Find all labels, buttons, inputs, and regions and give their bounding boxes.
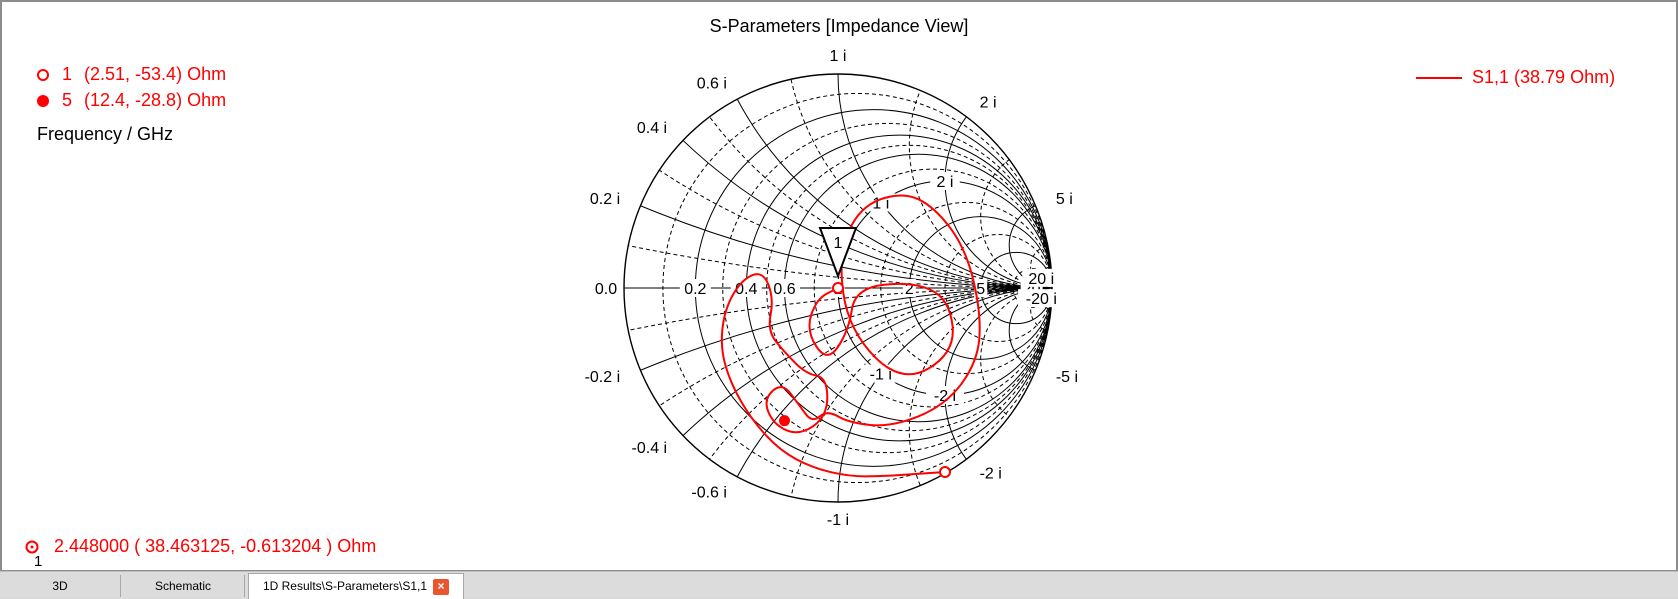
reactance-arc [624,74,1052,289]
label-background [1022,268,1061,287]
label-background [930,172,960,190]
reactance-inner-label: 1 i [872,195,889,212]
resistance-label: 0.0 [595,281,617,298]
marker-5-id: 5 [62,90,73,110]
filled-marker-icon [37,94,49,107]
resistance-label: 0.6 [773,281,795,298]
reactance-label: -0.6 i [691,485,727,502]
marker-1-id: 1 [62,64,73,84]
reactance-inner-label: 2 i [937,174,954,191]
reactance-label: 5 i [1056,191,1073,208]
smith-chart[interactable]: 0.00.20.40.6125200.2 i0.4 i0.6 i1 i2 i5 … [0,0,1678,568]
reactance-arc-minor [784,287,1052,502]
reactance-arc [944,287,1052,502]
cursor-triangle [818,227,858,279]
tab-s11-label: 1D Results\S-Parameters\S1,1 [262,579,428,593]
reactance-arc-minor [624,287,1052,502]
reactance-arc [1008,287,1052,375]
reactance-label: 1 i [830,48,847,65]
cursor-id: 1 [34,552,43,570]
reactance-label: -1 i [827,512,849,529]
marker-5-point [779,415,790,427]
marker-info-5: 5 (12.4, -28.8) Ohm [36,90,226,111]
reactance-label: 0.6 i [697,75,727,92]
marker-info-1: 1 (2.51, -53.4) Ohm [36,64,226,85]
reactance-inner-label: -1 i [870,367,892,384]
reactance-label: -2 i [980,466,1002,483]
marker-5-value: (12.4, -28.8) Ohm [84,90,227,110]
label-background [974,279,988,297]
reactance-label: 0.2 i [590,191,620,208]
reactance-arc [944,74,1052,289]
unit-circle [623,73,1053,503]
reactance-arc-minor [624,74,1052,289]
reactance-arc [837,74,1052,289]
label-background [926,386,964,404]
reactance-arc [694,287,1052,502]
legend[interactable]: S1,1 (38.79 Ohm) [1416,67,1615,88]
reactance-inner-label: -2 i [934,388,956,405]
frequency-label: Frequency / GHz [37,124,174,144]
tab-bar: 3D Schematic 1D Results\S-Parameters\S1,… [0,571,1678,599]
marker-1-point [939,466,951,479]
reactance-label: -0.2 i [585,369,621,386]
tab-3d-label: 3D [52,579,68,593]
marker-1-value: (2.51, -53.4) Ohm [84,64,227,84]
tab-schematic[interactable]: Schematic [122,575,245,597]
resistance-label: 0.4 [735,281,757,298]
s11-curve [720,194,981,478]
resistance-label: 0.2 [684,281,706,298]
reactance-arc-minor [908,74,1052,289]
label-background [1018,289,1065,308]
cursor-marker-icon [25,540,39,553]
reactance-arc-minor [980,144,1052,289]
reactance-label: 0.4 i [637,120,667,137]
reactance-arc-minor [784,74,1052,289]
reactance-arc-minor [980,287,1052,432]
reactance-label: -0.4 i [632,440,668,457]
cursor-marker: 1 [24,539,42,570]
reactance-arc [694,74,1052,289]
close-icon[interactable]: × [433,578,450,595]
label-background [679,279,711,297]
legend-line-swatch [1416,76,1462,79]
reactance-arc [1008,201,1052,289]
chart-title: S-Parameters [Impedance View] [709,16,969,36]
tab-3d[interactable]: 3D [0,575,121,597]
legend-label: S1,1 (38.79 Ohm) [1472,67,1616,87]
label-background [769,279,800,297]
reactance-label: -5 i [1056,369,1078,386]
reactance-inner-label: 20 i [1028,271,1054,288]
label-background [730,279,762,297]
open-marker-icon [37,68,49,81]
tab-schematic-label: Schematic [154,579,212,593]
cursor-value: 2.448000 ( 38.463125, -0.613204 ) Ohm [54,536,377,556]
reactance-inner-label: -20 i [1026,291,1057,308]
resistance-label: 5 [976,281,985,298]
cursor-triangle-label: 1 [834,235,843,252]
reactance-arc [624,287,1052,502]
cursor-readout: 1 2.448000 ( 38.463125, -0.613204 ) Ohm [24,536,377,570]
resistance-label: 2 [905,281,914,298]
cursor-point [832,282,844,294]
label-background [590,279,622,297]
reactance-arc [837,287,1052,502]
reactance-label: 2 i [980,94,997,111]
tab-s11-results[interactable]: 1D Results\S-Parameters\S1,1 × [248,573,464,599]
